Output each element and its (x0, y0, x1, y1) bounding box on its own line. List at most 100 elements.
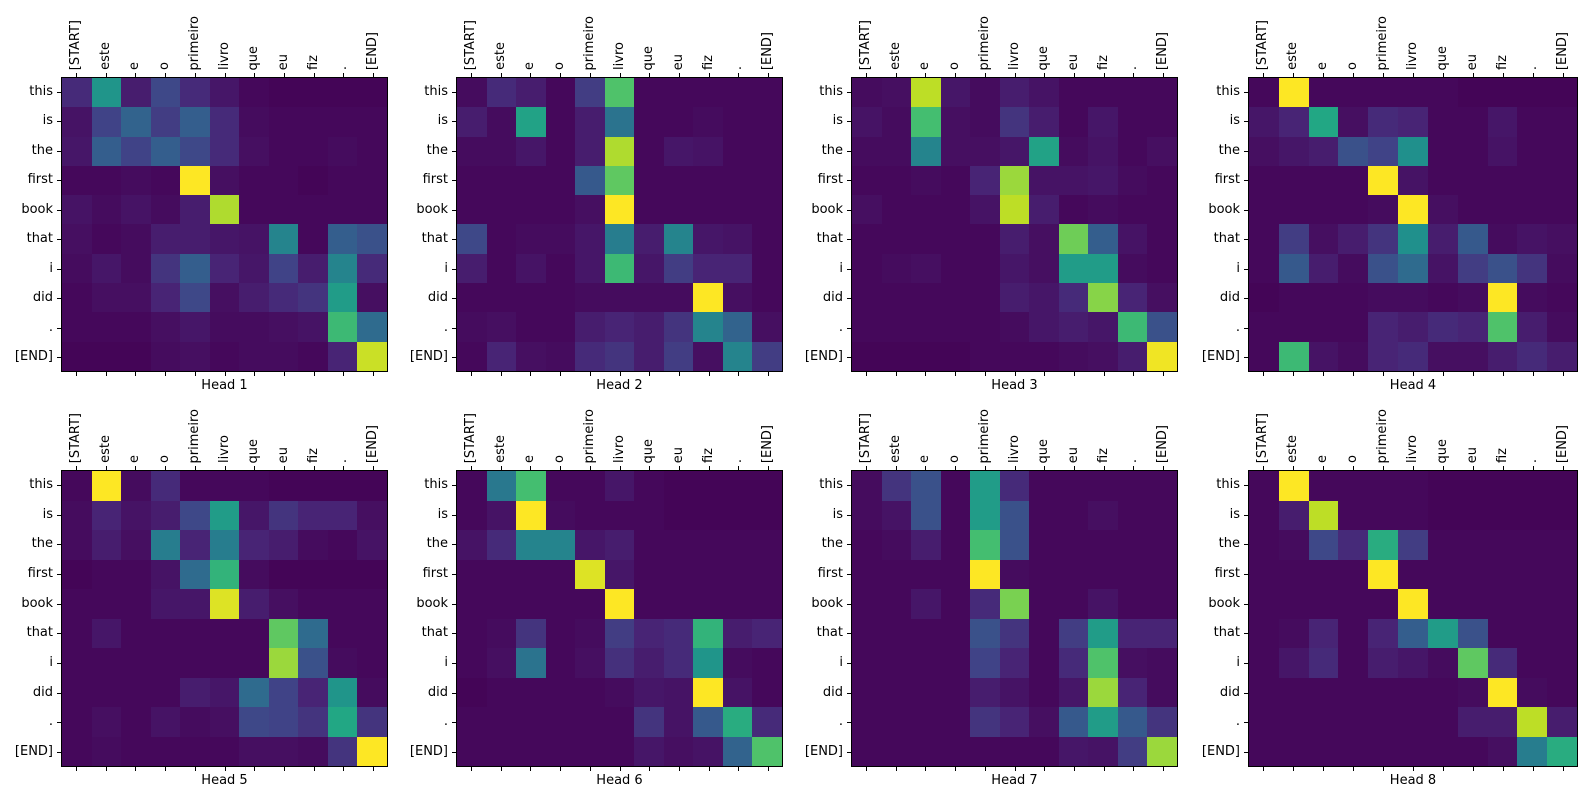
heatmap-cell (1308, 471, 1339, 501)
y-tick-mark (452, 121, 456, 123)
heatmap-cell (268, 530, 299, 560)
heatmap-cell (752, 165, 782, 196)
heatmap-cell (940, 500, 971, 530)
y-tick-label: . (48, 714, 53, 730)
y-tick-label: first (817, 565, 843, 581)
heatmap-cell (357, 136, 387, 166)
heatmap-cell (1147, 648, 1177, 678)
heatmap-cell (604, 195, 635, 225)
heatmap-cell (457, 589, 487, 619)
x-tick-mark (1533, 73, 1534, 77)
x-tick-mark (75, 372, 77, 376)
x-tick-label: e (127, 62, 143, 70)
heatmap-cell (1517, 530, 1548, 560)
y-tick-label: i (444, 655, 448, 671)
heatmap-cell (545, 677, 576, 707)
heatmap-cell (1547, 589, 1577, 619)
heatmap-cell (1278, 195, 1309, 225)
heatmap-cell (663, 677, 694, 707)
x-tick-mark (738, 372, 740, 376)
x-tick-mark (1383, 466, 1384, 470)
heatmap-cell (486, 500, 517, 530)
y-tick-label: is (437, 506, 448, 522)
x-tick-label: eu (275, 446, 291, 463)
heatmap-cell (91, 471, 122, 501)
heatmap-cell (457, 78, 487, 108)
heatmap-cell (1338, 530, 1369, 560)
heatmap-cell (1517, 253, 1548, 284)
heatmap-cell (604, 136, 635, 166)
x-tick-mark (470, 73, 472, 77)
heatmap-cell (911, 283, 941, 313)
x-tick-label: [START] (1255, 412, 1270, 463)
heatmap-cell (752, 78, 782, 108)
heatmap-cell (1368, 78, 1399, 108)
x-tick-mark (1503, 372, 1504, 376)
heatmap-cell (693, 648, 723, 678)
heatmap-cell (62, 559, 92, 589)
heatmap-cell (1088, 677, 1118, 707)
x-tick-label: livro (1006, 435, 1022, 463)
heatmap-cell (545, 107, 576, 137)
x-tick-mark (708, 466, 710, 470)
heatmap-cell (1278, 500, 1309, 530)
heatmap-cell (1249, 736, 1279, 766)
heatmap-cell (575, 136, 605, 166)
x-tick-mark (1044, 767, 1046, 771)
heatmap-cell (1147, 136, 1177, 166)
heatmap-cell (575, 707, 605, 737)
y-tick-label: the (1218, 142, 1240, 158)
heatmap-cell (516, 253, 546, 284)
heatmap-cell (970, 530, 1000, 560)
x-tick-label: [START] (1255, 19, 1270, 70)
heatmap-cell (1338, 736, 1369, 766)
heatmap-cell (1427, 677, 1458, 707)
x-tick-mark (1413, 73, 1414, 77)
heatmap-cell (1308, 165, 1339, 196)
heatmap-cell (722, 224, 753, 254)
heatmap-cell (1487, 736, 1518, 766)
x-tick-mark (589, 767, 591, 771)
heatmap-cell (1058, 500, 1089, 530)
heatmap-cell (852, 341, 882, 371)
heatmap-cell (1547, 500, 1577, 530)
heatmap-cell (1029, 707, 1059, 737)
x-tick-mark (925, 466, 927, 470)
heatmap-cell (209, 471, 240, 501)
x-tick-mark (283, 372, 285, 376)
heatmap-cell (1117, 195, 1148, 225)
y-tick-label: . (48, 319, 53, 335)
heatmap-cell (516, 136, 546, 166)
heatmap-cell (911, 530, 941, 560)
x-tick-label: primeiro (1375, 408, 1390, 464)
heatmap-cell (1517, 283, 1548, 313)
heatmap-cell (911, 224, 941, 254)
heatmap-cell (722, 78, 753, 108)
heatmap-cell (1278, 136, 1309, 166)
x-tick-mark (619, 372, 621, 376)
heatmap-cell (357, 195, 387, 225)
heatmap-cell (545, 341, 576, 371)
x-tick-mark (1533, 372, 1534, 376)
y-tick-mark (1244, 484, 1248, 486)
y-tick-mark (452, 180, 456, 182)
x-tick-mark (1103, 466, 1105, 470)
heatmap-cell (1249, 312, 1279, 342)
x-tick-mark (955, 466, 957, 470)
heatmap-cell (1029, 165, 1059, 196)
heatmap-cell (1427, 136, 1458, 166)
heatmap-cell (1427, 312, 1458, 342)
x-tick-label: e (522, 62, 538, 70)
heatmap-cell (545, 530, 576, 560)
x-tick-mark (530, 73, 532, 77)
heatmap-cell (1427, 500, 1458, 530)
x-tick-mark (738, 466, 740, 470)
heatmap-cell (516, 471, 546, 501)
x-tick-label: que (246, 438, 262, 464)
heatmap-cell (940, 312, 971, 342)
attention-heatmap (61, 77, 388, 372)
heatmap-cell (1547, 648, 1577, 678)
heatmap-cell (634, 677, 664, 707)
heatmap-cell (1058, 107, 1089, 137)
heatmap-cell (940, 471, 971, 501)
